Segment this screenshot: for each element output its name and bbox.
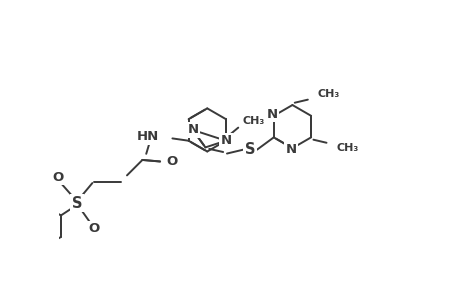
Text: S: S [72, 196, 82, 211]
Text: S: S [244, 142, 255, 157]
Text: N: N [285, 143, 296, 156]
Text: N: N [188, 123, 199, 136]
Text: HN: HN [137, 130, 159, 143]
Text: CH₃: CH₃ [336, 143, 358, 153]
Text: CH₃: CH₃ [241, 116, 264, 127]
Text: CH₃: CH₃ [317, 89, 339, 99]
Text: O: O [52, 171, 63, 184]
Text: N: N [220, 134, 231, 147]
Text: O: O [166, 155, 177, 168]
Text: N: N [266, 108, 277, 121]
Text: O: O [88, 222, 99, 235]
